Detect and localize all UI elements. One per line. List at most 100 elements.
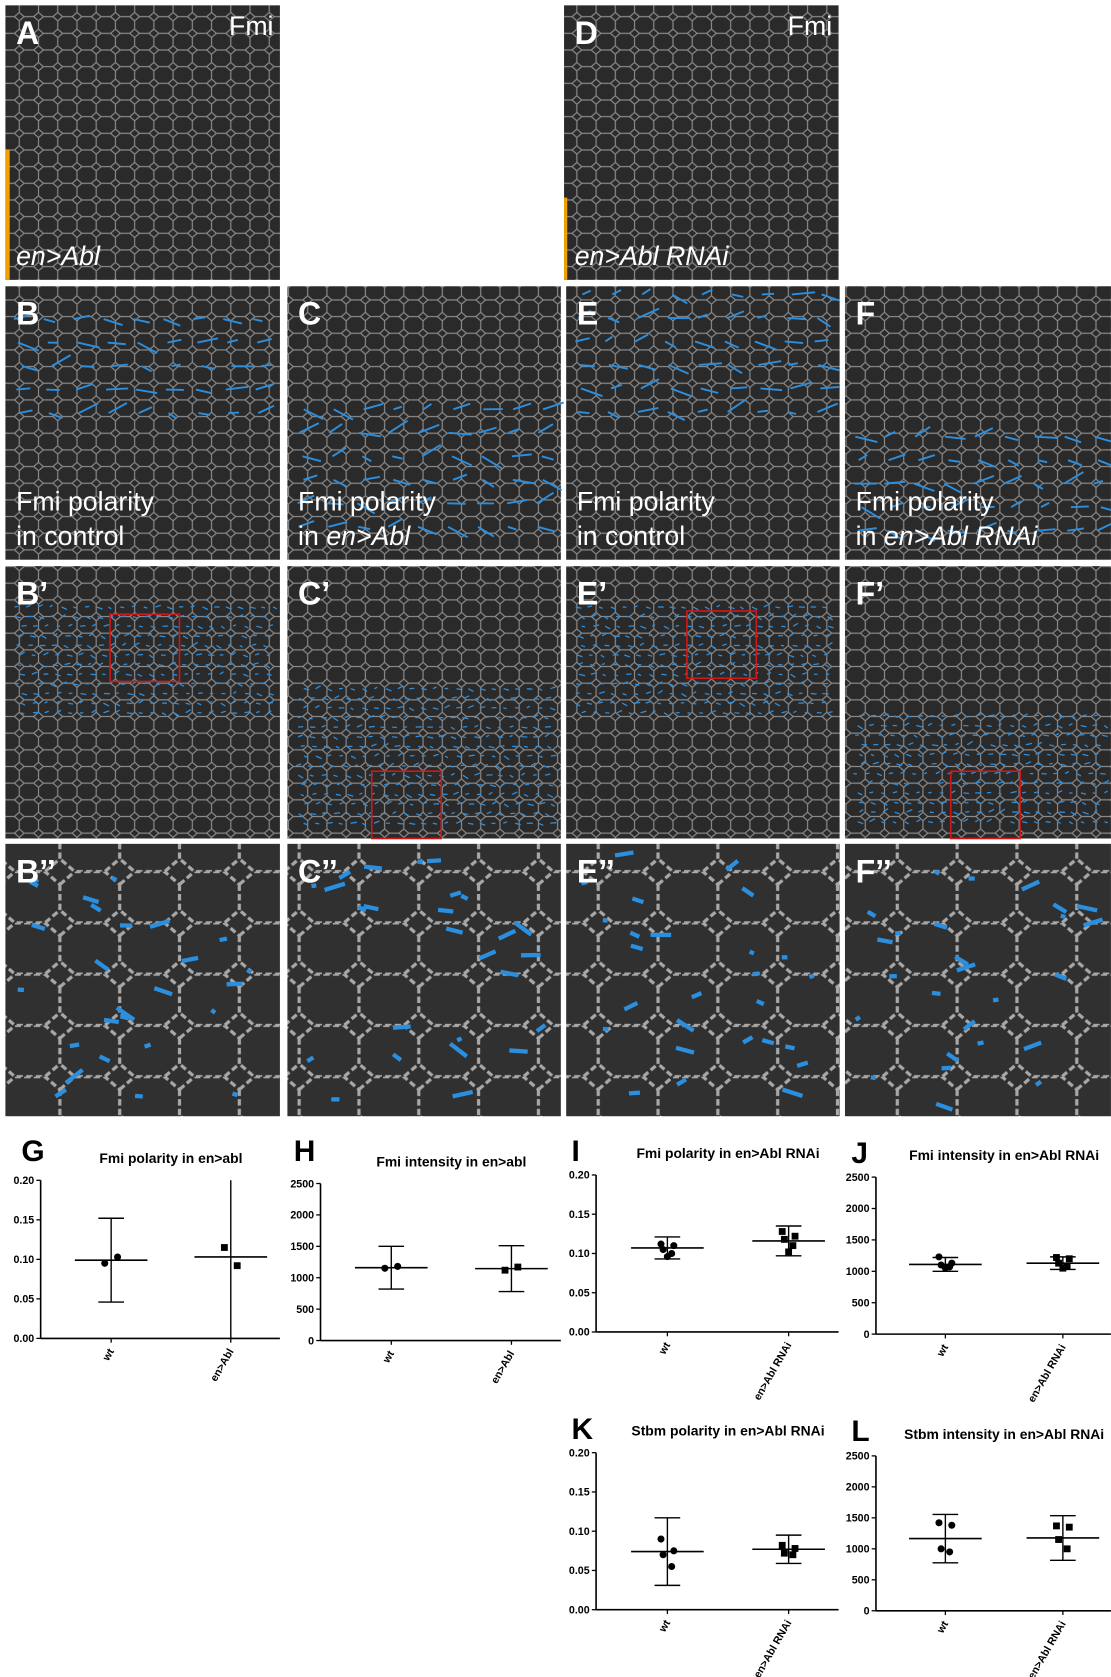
data-point	[1059, 1265, 1066, 1272]
polarity-dash	[1078, 735, 1084, 736]
panel-caption: in control	[577, 521, 685, 551]
chart-title: Fmi polarity in en>abl	[99, 1150, 242, 1166]
polarity-dash	[1061, 916, 1066, 917]
polarity-dash	[822, 607, 826, 608]
data-point	[502, 1267, 509, 1274]
polarity-dash	[611, 683, 617, 684]
chart-label: G	[21, 1135, 44, 1168]
polarity-dash	[106, 388, 128, 389]
panel-label: E’’	[577, 853, 615, 889]
y-tick-label: 0.05	[569, 1287, 590, 1299]
data-point	[792, 1545, 799, 1552]
y-tick-label: 2000	[846, 1203, 870, 1215]
chart-title: Fmi intensity in en>abl	[376, 1153, 526, 1169]
polarity-dash	[788, 683, 791, 684]
polarity-dash	[961, 735, 965, 736]
polarity-dash	[364, 867, 382, 869]
polarity-dash	[254, 635, 257, 636]
polarity-dash	[438, 910, 453, 912]
polarity-dash	[894, 802, 898, 803]
y-tick-label: 0.05	[13, 1294, 34, 1306]
orange-bar	[5, 150, 9, 280]
caption-text: en>Abl	[16, 241, 101, 271]
panel-label: B’’	[16, 853, 56, 889]
polarity-dash	[355, 765, 358, 766]
caption-text: en>Abl RNAi	[575, 241, 730, 271]
micrograph	[5, 286, 280, 559]
y-tick-label: 1500	[846, 1235, 870, 1247]
polarity-dash	[881, 726, 887, 727]
polarity-dash	[661, 674, 666, 675]
polarity-dash	[33, 702, 37, 703]
polarity-dash	[405, 698, 410, 699]
polarity-dash	[785, 1046, 794, 1048]
data-point	[785, 1248, 792, 1255]
micrograph	[5, 5, 280, 280]
data-point	[1066, 1255, 1073, 1262]
group	[194, 1170, 267, 1344]
y-tick-label: 0.10	[569, 1526, 590, 1538]
x-tick-label: wt	[934, 1342, 951, 1360]
polarity-dash	[615, 853, 633, 856]
polarity-dash	[787, 703, 791, 704]
micrograph	[566, 566, 839, 838]
polarity-dash	[145, 616, 150, 617]
polarity-dash	[480, 755, 484, 756]
y-tick-label: 0.20	[569, 1447, 590, 1459]
polarity-dash	[1036, 1082, 1041, 1085]
panel-corner-label: Fmi	[229, 11, 273, 41]
polarity-dash	[261, 365, 272, 366]
chart-label: K	[572, 1413, 594, 1446]
data-point	[657, 1536, 664, 1543]
polarity-dash	[1022, 792, 1026, 793]
y-tick-label: 2000	[846, 1482, 870, 1494]
polarity-dash	[551, 755, 557, 756]
polarity-dash	[906, 716, 911, 717]
polarity-dash	[698, 617, 702, 618]
polarity-dash	[1037, 764, 1042, 765]
polarity-dash	[895, 933, 900, 934]
polarity-dash	[993, 1000, 998, 1001]
polarity-dash	[963, 793, 969, 794]
polarity-dash	[762, 294, 774, 295]
y-tick-label: 0.00	[569, 1604, 590, 1616]
polarity-dash	[433, 823, 437, 824]
polarity-dash	[463, 814, 468, 815]
polarity-dash	[68, 713, 72, 714]
panel-corner-label: Fmi	[788, 11, 832, 41]
polarity-dash	[21, 626, 26, 627]
polarity-dash	[928, 792, 931, 793]
group	[752, 1535, 825, 1563]
caption-text: Fmi polarity	[298, 487, 437, 517]
polarity-dash	[392, 717, 398, 718]
data-point	[1055, 1536, 1062, 1543]
orange-bar	[564, 198, 567, 280]
polarity-dash	[232, 1094, 237, 1096]
polarity-dash	[729, 684, 732, 685]
y-tick-label: 1000	[846, 1544, 870, 1556]
group	[631, 1518, 704, 1586]
polarity-dash	[889, 773, 893, 774]
data-point	[660, 1246, 667, 1253]
polarity-dash	[126, 654, 130, 655]
data-point	[779, 1228, 786, 1235]
polarity-dash	[212, 1010, 216, 1013]
polarity-dash	[186, 626, 190, 627]
polarity-dash	[428, 813, 432, 814]
polarity-dash	[339, 755, 343, 756]
polarity-dash	[146, 645, 150, 646]
data-point	[394, 1263, 401, 1270]
y-tick-label: 1000	[290, 1272, 314, 1284]
polarity-dash	[27, 683, 30, 684]
panel-caption: inen>Abl RNAi	[856, 521, 1039, 551]
polarity-dash	[963, 783, 968, 784]
polarity-dash	[508, 766, 512, 767]
polarity-dash	[229, 664, 233, 665]
polarity-dash	[750, 952, 754, 954]
micrograph	[566, 286, 839, 559]
x-tick-label: en>Abl RNAi	[752, 1618, 795, 1677]
y-tick-label: 0.00	[569, 1327, 590, 1339]
polarity-dash	[787, 318, 805, 319]
polarity-dash	[1059, 754, 1065, 755]
polarity-dash	[696, 636, 701, 637]
